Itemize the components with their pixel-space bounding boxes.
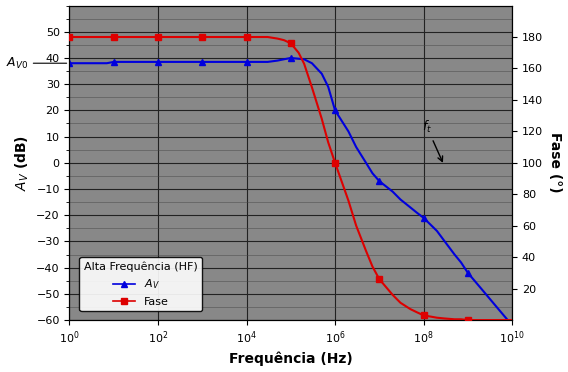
- Text: $f_t$: $f_t$: [422, 119, 442, 161]
- Y-axis label: Fase (°): Fase (°): [549, 132, 562, 193]
- Text: $A_{V0}$: $A_{V0}$: [6, 56, 66, 71]
- X-axis label: Frequência (Hz): Frequência (Hz): [229, 352, 353, 366]
- Y-axis label: $A_V$ (dB): $A_V$ (dB): [13, 135, 31, 191]
- Legend: $A_V$, Fase: $A_V$, Fase: [80, 257, 202, 311]
